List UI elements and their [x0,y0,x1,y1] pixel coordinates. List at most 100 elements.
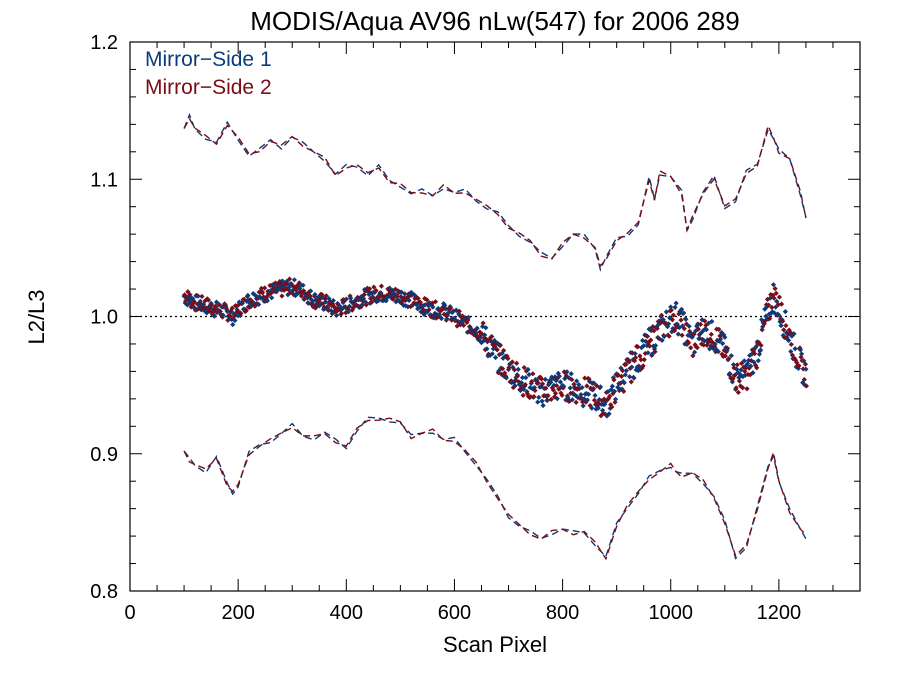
data-point-mirror-side-1 [200,301,207,307]
data-point-mirror-side-1 [446,309,452,315]
data-point-mirror-side-2 [262,285,268,291]
data-point-mirror-side-2 [319,292,325,298]
data-point-mirror-side-2 [772,286,778,292]
data-point-mirror-side-1 [393,299,399,305]
data-point-mirror-side-1 [695,321,701,327]
data-point-mirror-side-2 [441,311,447,317]
data-point-mirror-side-1 [456,311,462,317]
data-point-mirror-side-2 [429,300,435,306]
x-tick-label: 1000 [648,602,693,624]
data-point-mirror-side-1 [673,300,679,306]
data-point-mirror-side-1 [776,312,782,318]
data-point-mirror-side-2 [578,395,585,401]
data-point-mirror-side-2 [448,305,454,311]
y-axis-label: L2/L3 [24,289,49,344]
data-point-mirror-side-2 [554,383,560,389]
data-point-mirror-side-1 [500,355,506,361]
data-point-mirror-side-2 [637,353,643,359]
data-point-mirror-side-1 [678,306,685,312]
data-point-mirror-side-2 [268,290,274,296]
data-point-mirror-side-1 [674,321,680,327]
data-point-mirror-side-1 [488,338,494,344]
data-point-mirror-side-2 [366,286,373,292]
data-point-mirror-side-1 [788,348,794,355]
data-point-mirror-side-1 [548,379,554,386]
data-point-mirror-side-1 [430,304,436,310]
data-point-mirror-side-1 [396,298,402,304]
data-point-mirror-side-1 [705,320,712,326]
data-point-mirror-side-2 [605,395,612,402]
data-point-mirror-side-1 [386,285,393,291]
data-point-mirror-side-2 [734,362,740,368]
data-point-mirror-side-2 [796,363,802,369]
data-point-mirror-side-1 [454,307,460,314]
data-point-mirror-side-1 [686,323,692,329]
data-point-mirror-side-1 [789,333,795,339]
data-point-mirror-side-1 [684,341,690,348]
data-point-mirror-side-1 [712,341,718,347]
data-point-mirror-side-1 [669,329,675,335]
data-point-mirror-side-2 [705,340,711,346]
data-point-mirror-side-1 [749,351,755,357]
data-point-mirror-side-1 [685,332,691,338]
data-point-mirror-side-1 [703,327,710,333]
data-point-mirror-side-1 [569,397,575,403]
data-point-mirror-side-2 [421,307,427,313]
y-tick-label: 1.0 [90,307,118,329]
data-point-mirror-side-1 [232,317,238,324]
data-point-mirror-side-2 [583,399,589,405]
data-point-mirror-side-2 [439,307,445,313]
data-point-mirror-side-2 [455,319,461,325]
data-point-mirror-side-2 [229,305,235,311]
data-point-mirror-side-1 [478,340,485,346]
data-point-mirror-side-1 [291,277,297,283]
data-point-mirror-side-2 [278,281,284,287]
data-point-mirror-side-2 [323,293,329,299]
data-point-mirror-side-2 [512,377,519,383]
data-point-mirror-side-2 [591,397,598,403]
plot-area: 0 200 400 600 800 1000 1200 0.8 0.9 1.0 1.1 1.2 [90,32,861,624]
data-point-mirror-side-2 [771,295,777,301]
data-point-mirror-side-2 [213,304,219,310]
x-tick-label: 800 [546,602,579,624]
data-point-mirror-side-1 [556,373,562,379]
data-point-mirror-side-1 [691,349,698,355]
data-point-mirror-side-1 [651,346,658,352]
data-point-mirror-side-2 [623,361,629,368]
lower-bound-line-mirror-side-2 [183,417,807,561]
data-point-mirror-side-1 [226,316,233,322]
data-point-mirror-side-1 [511,379,517,386]
data-point-mirror-side-2 [599,398,605,404]
data-point-mirror-side-1 [538,384,544,390]
data-point-mirror-side-2 [411,300,417,306]
data-point-mirror-side-1 [484,346,490,352]
data-point-mirror-side-1 [444,316,450,322]
data-point-mirror-side-2 [608,402,614,408]
data-point-mirror-side-2 [535,380,541,386]
data-point-mirror-side-2 [758,342,764,349]
data-point-mirror-side-1 [540,402,546,409]
data-point-mirror-side-2 [695,326,701,332]
data-point-mirror-side-1 [483,325,489,331]
data-point-mirror-side-1 [795,365,801,371]
data-point-mirror-side-1 [557,379,564,385]
data-point-mirror-side-2 [246,304,253,311]
data-point-mirror-side-1 [655,334,661,341]
data-point-mirror-side-2 [250,299,256,305]
data-point-mirror-side-2 [629,350,635,356]
data-point-mirror-side-1 [575,394,581,400]
data-point-mirror-side-2 [205,297,212,303]
data-point-mirror-side-1 [778,322,784,329]
data-point-mirror-side-1 [322,306,328,312]
data-point-mirror-side-2 [750,348,757,354]
data-point-mirror-side-1 [773,304,779,310]
data-point-mirror-side-1 [361,296,367,302]
data-point-mirror-side-1 [503,375,509,381]
data-point-mirror-side-1 [722,334,728,340]
data-point-mirror-side-2 [638,357,644,363]
data-point-mirror-side-1 [482,332,488,338]
lower-bound-line-mirror-side-1 [183,416,807,560]
data-point-mirror-side-1 [603,398,609,404]
data-point-mirror-side-1 [800,380,806,386]
data-point-mirror-side-2 [740,385,746,391]
